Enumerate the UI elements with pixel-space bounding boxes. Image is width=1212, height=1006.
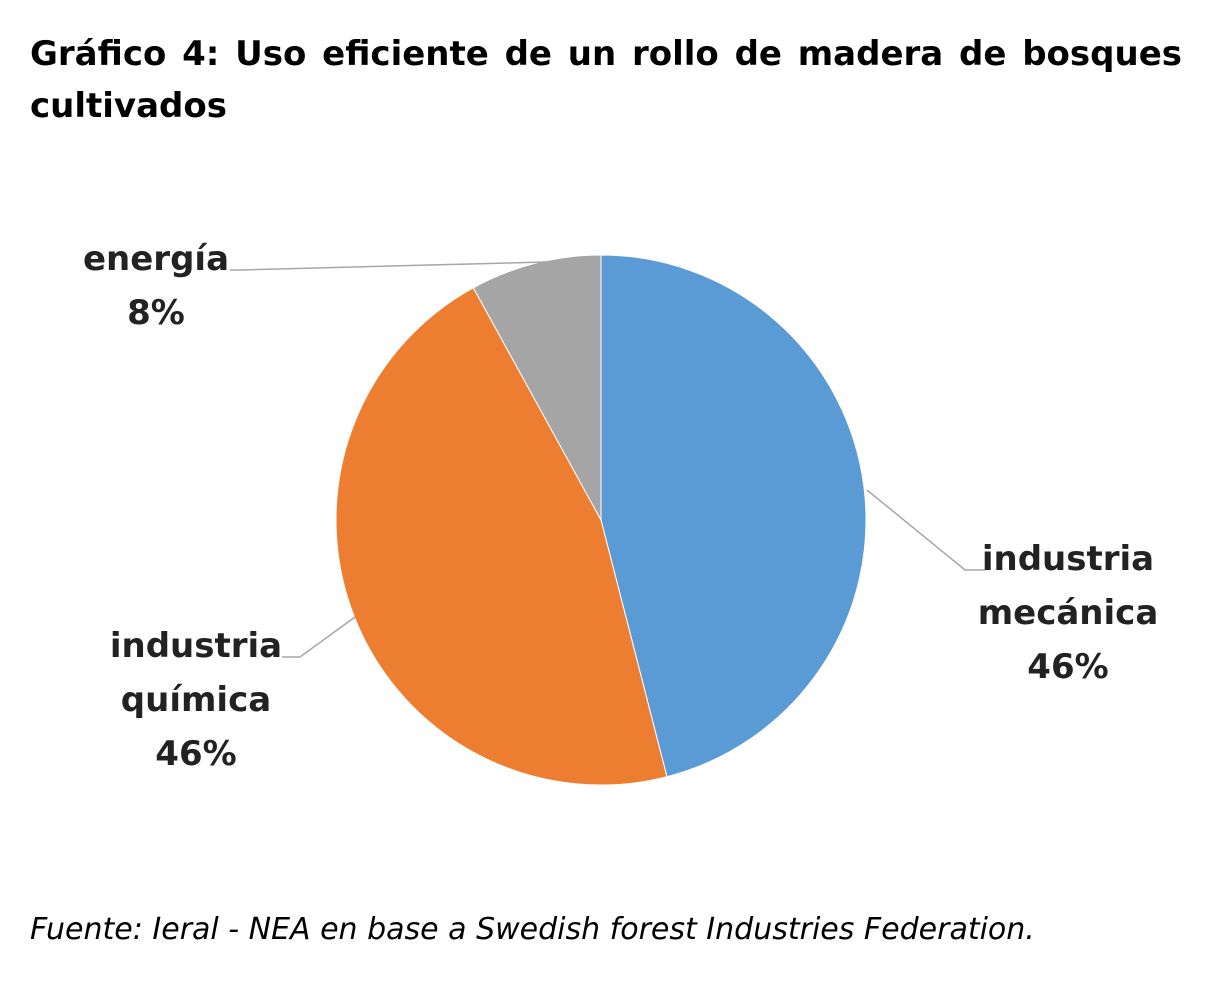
slice-category-label: energía [83, 239, 229, 279]
leader-line [866, 489, 985, 571]
slice-category-label: industria [110, 626, 282, 666]
source-note: Fuente: Ieral - NEA en base a Swedish fo… [30, 912, 1035, 947]
slice-percent-label: 8% [127, 293, 185, 333]
slice-category-label: mecánica [978, 593, 1159, 633]
slice-category-label: industria [982, 539, 1154, 579]
slice-category-label: química [121, 680, 271, 720]
leader-line [230, 261, 546, 271]
slice-percent-label: 46% [1027, 647, 1108, 687]
pie-slice [600, 254, 867, 778]
leader-line [282, 616, 356, 658]
chart-title: Gráfico 4: Uso eficiente de un rollo de … [30, 34, 1182, 126]
pie-slice [472, 254, 602, 521]
slice-percent-label: 46% [155, 734, 236, 774]
